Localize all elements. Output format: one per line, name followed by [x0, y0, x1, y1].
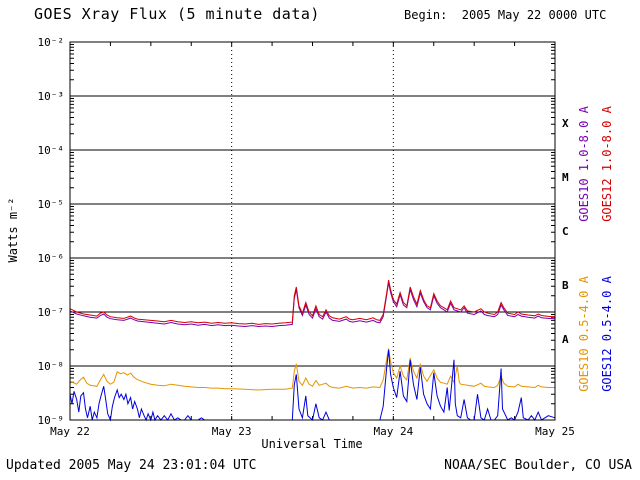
x-tick-label: May 24: [373, 425, 413, 438]
plot-frame: [69, 41, 556, 421]
organization-credit: NOAA/SEC Boulder, CO USA: [444, 458, 632, 473]
x-tick-label: May 23: [212, 425, 252, 438]
y-tick-label: 10⁻⁸: [38, 360, 65, 373]
x-tick-label: May 25: [535, 425, 575, 438]
flare-class-label: B: [562, 279, 569, 292]
y-tick-label: 10⁻²: [38, 36, 65, 49]
begin-label: Begin: 2005 May 22 0000 UTC: [404, 8, 607, 22]
y-tick-label: 10⁻⁹: [38, 414, 65, 427]
legend-goes10-long: GOES10 1.0-8.0 A: [577, 106, 591, 222]
x-tick-label: May 22: [50, 425, 90, 438]
y-tick-label: 10⁻⁴: [38, 144, 65, 157]
legend-goes12-long: GOES12 1.0-8.0 A: [600, 106, 614, 222]
series-line-1: [69, 279, 556, 325]
x-axis-label: Universal Time: [261, 437, 363, 451]
y-tick-label: 10⁻⁶: [38, 252, 65, 265]
updated-timestamp: Updated 2005 May 24 23:01:04 UTC: [6, 458, 257, 473]
legend-goes10-short: GOES10 0.5-4.0 A: [577, 276, 591, 392]
flare-class-label: M: [562, 171, 569, 184]
flare-class-label: C: [562, 225, 569, 238]
page-title: GOES Xray Flux (5 minute data): [34, 5, 320, 23]
series-line-0: [69, 282, 556, 328]
legend-goes12-short: GOES12 0.5-4.0 A: [600, 276, 614, 392]
y-tick-label: 10⁻⁷: [38, 306, 65, 319]
flare-class-label: X: [562, 117, 569, 130]
flare-class-label: A: [562, 333, 569, 346]
y-tick-label: 10⁻³: [38, 90, 65, 103]
series-line-2: [69, 348, 555, 391]
y-tick-label: 10⁻⁵: [38, 198, 65, 211]
y-axis-label: Watts m⁻²: [6, 197, 20, 263]
